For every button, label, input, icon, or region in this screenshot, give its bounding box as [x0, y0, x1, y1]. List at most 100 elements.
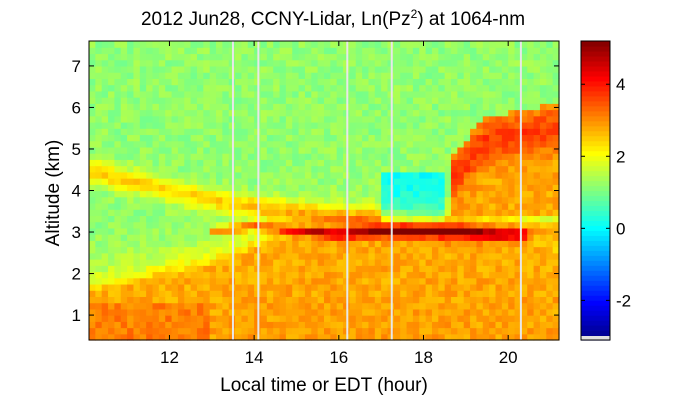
heatmap-cell	[546, 302, 554, 310]
heatmap-cell	[298, 240, 306, 248]
heatmap-cell	[190, 53, 198, 61]
heatmap-cell	[133, 153, 141, 160]
heatmap-cell	[165, 209, 173, 217]
heatmap-cell	[108, 290, 115, 297]
heatmap-cell	[533, 240, 541, 248]
heatmap-cell	[520, 315, 528, 322]
heatmap-cell	[336, 128, 344, 136]
heatmap-cell	[533, 59, 541, 67]
heatmap-cell	[273, 296, 281, 304]
heatmap-cell	[533, 259, 541, 266]
heatmap-cell	[139, 121, 147, 129]
heatmap-cell	[381, 308, 389, 316]
heatmap-cell	[412, 190, 420, 198]
heatmap-cell	[108, 271, 115, 279]
heatmap-cell	[546, 265, 554, 273]
heatmap-cell	[501, 308, 509, 316]
heatmap-cell	[184, 97, 192, 104]
heatmap-cell	[311, 109, 319, 117]
heatmap-cell	[241, 308, 249, 316]
heatmap-cell	[177, 271, 185, 279]
heatmap-cell	[381, 246, 389, 254]
heatmap-cell	[171, 84, 179, 92]
heatmap-cell	[520, 115, 528, 123]
heatmap-cell	[273, 283, 281, 291]
heatmap-cell	[266, 265, 274, 273]
heatmap-cell	[451, 47, 458, 55]
heatmap-cell	[209, 321, 217, 329]
heatmap-cell	[368, 209, 376, 217]
heatmap-cell	[222, 153, 230, 160]
heatmap-cell	[152, 215, 160, 223]
heatmap-cell	[495, 165, 503, 173]
heatmap-cell	[235, 159, 243, 167]
heatmap-cell	[552, 321, 560, 329]
heatmap-cell	[146, 47, 154, 55]
heatmap-cell	[184, 90, 192, 98]
heatmap-cell	[451, 221, 458, 229]
heatmap-cell	[520, 302, 528, 310]
colorbar-segment	[581, 135, 610, 142]
heatmap-cell	[552, 47, 560, 55]
heatmap-cell	[412, 84, 420, 92]
heatmap-cell	[412, 109, 420, 117]
heatmap-cell	[425, 315, 433, 322]
heatmap-cell	[120, 321, 128, 329]
heatmap-cell	[470, 78, 478, 86]
heatmap-cell	[508, 202, 516, 210]
heatmap-cell	[266, 121, 274, 129]
heatmap-cell	[355, 159, 363, 167]
heatmap-cell	[419, 321, 427, 329]
heatmap-cell	[330, 283, 338, 291]
heatmap-cell	[203, 41, 211, 48]
heatmap-cell	[419, 234, 427, 241]
colorbar-segment	[581, 295, 610, 301]
heatmap-cell	[406, 109, 414, 117]
heatmap-cell	[311, 209, 319, 217]
heatmap-cell	[546, 246, 554, 254]
heatmap-cell	[165, 90, 173, 98]
heatmap-cell	[108, 109, 115, 117]
heatmap-cell	[101, 128, 109, 136]
heatmap-cell	[533, 308, 541, 316]
heatmap-cell	[279, 277, 287, 285]
heatmap-cell	[101, 327, 109, 335]
heatmap-cell	[273, 221, 281, 229]
heatmap-cell	[533, 65, 541, 73]
heatmap-cell	[235, 97, 243, 104]
heatmap-cell	[451, 90, 458, 98]
heatmap-cell	[431, 41, 439, 48]
heatmap-cell	[362, 308, 370, 316]
heatmap-cell	[95, 65, 103, 73]
heatmap-cell	[279, 165, 287, 173]
heatmap-cell	[508, 308, 516, 316]
heatmap-cell	[368, 153, 376, 160]
heatmap-cell	[292, 140, 300, 148]
heatmap-cell	[482, 90, 490, 98]
heatmap-cell	[177, 140, 185, 148]
heatmap-cell	[292, 47, 300, 55]
heatmap-cell	[501, 115, 509, 123]
heatmap-cell	[209, 128, 217, 136]
heatmap-cell	[368, 128, 376, 136]
heatmap-cell	[520, 171, 528, 179]
heatmap-cell	[260, 277, 268, 285]
heatmap-cell	[190, 277, 198, 285]
heatmap-cell	[235, 333, 243, 341]
heatmap-cell	[190, 153, 198, 160]
heatmap-cell	[412, 121, 420, 129]
heatmap-cell	[165, 146, 173, 154]
heatmap-cell	[419, 209, 427, 217]
heatmap-cell	[374, 47, 382, 55]
heatmap-cell	[311, 215, 319, 223]
heatmap-cell	[139, 221, 147, 229]
heatmap-cell	[349, 271, 357, 279]
heatmap-cell	[539, 196, 547, 204]
heatmap-cell	[304, 41, 312, 48]
heatmap-cell	[209, 159, 217, 167]
heatmap-cell	[324, 215, 331, 223]
heatmap-cell	[444, 65, 452, 73]
heatmap-cell	[457, 215, 465, 223]
heatmap-cell	[120, 84, 128, 92]
heatmap-cell	[317, 215, 325, 223]
